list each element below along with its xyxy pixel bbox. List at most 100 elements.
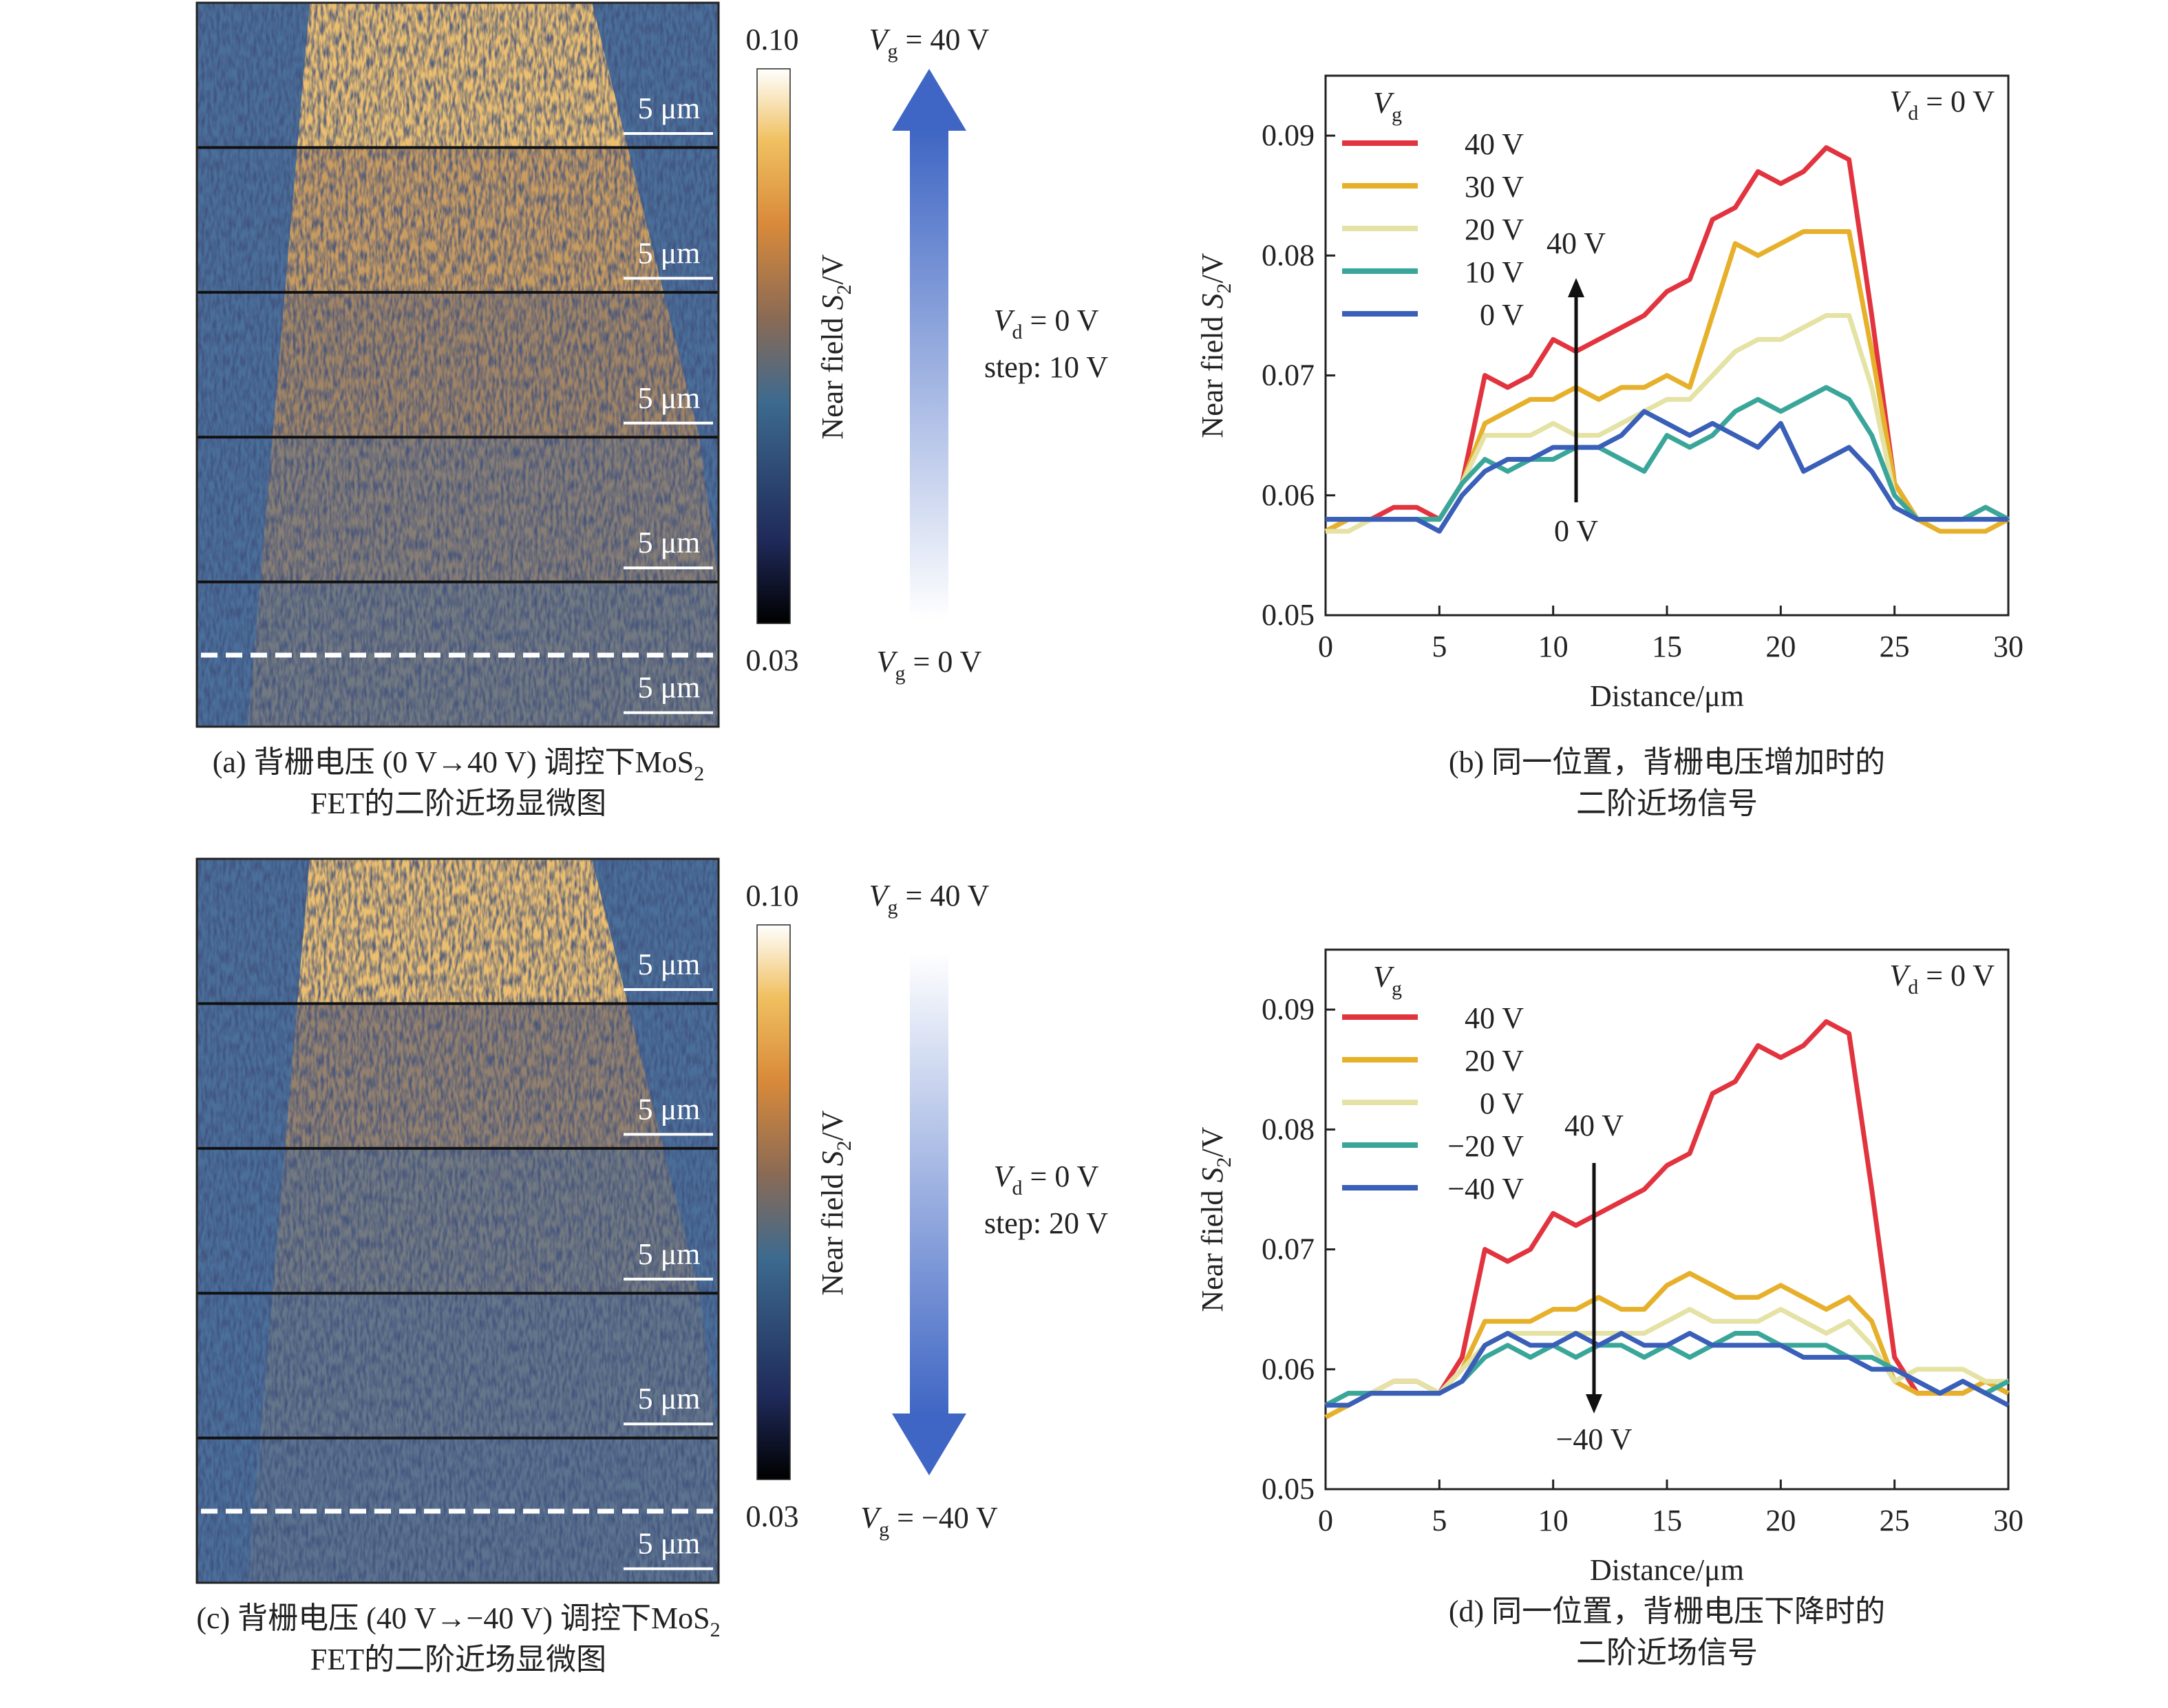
condition-label: Vd = 0 V <box>1889 959 1995 999</box>
colorbar-label-part: Near field <box>816 1166 849 1295</box>
y-tick-label: 0.05 <box>1262 598 1315 632</box>
x-tick-label: 20 <box>1765 1504 1796 1537</box>
x-tick-label: 30 <box>1993 1504 2023 1537</box>
condition-label-part: V <box>1889 85 1911 118</box>
y-tick-label: 0.07 <box>1262 359 1315 392</box>
image-noise <box>197 3 719 727</box>
annotation-arrowhead <box>1568 278 1584 297</box>
drain-voltage-label-part: = 0 V <box>1023 1160 1099 1193</box>
caption: (c) 背栅电压 (40 V→−40 V) 调控下MoS2 <box>196 1601 720 1641</box>
top-voltage-label-part: V <box>869 879 891 912</box>
legend-title-part: V <box>1373 960 1395 994</box>
drain-voltage-label-part: d <box>1012 1177 1023 1199</box>
bottom-voltage-label-part: g <box>879 1518 889 1541</box>
colorbar-tick-label: 0.10 <box>746 23 799 56</box>
legend-label: −40 V <box>1447 1172 1524 1206</box>
top-voltage-label-part: g <box>888 896 898 919</box>
condition-label-part: d <box>1908 102 1918 125</box>
y-tick-label: 0.05 <box>1262 1472 1315 1506</box>
y-tick-label: 0.07 <box>1262 1232 1315 1266</box>
image-frame <box>195 857 720 1584</box>
caption: FET的二阶近场显微图 <box>310 787 606 820</box>
y-tick-label: 0.06 <box>1262 478 1315 512</box>
arrow-head <box>892 1413 966 1475</box>
step-label: step: 10 V <box>984 350 1108 384</box>
y-axis-label-part: S <box>1195 293 1229 308</box>
scale-bar-label: 5 μm <box>638 381 701 415</box>
colorbar-label-part: 2 <box>833 1140 855 1151</box>
image-frame <box>195 1 720 728</box>
scale-bar-label: 5 μm <box>638 948 701 981</box>
caption: (d) 同一位置，背栅电压下降时的 <box>1449 1594 1885 1628</box>
step-label: step: 20 V <box>984 1206 1108 1240</box>
y-tick-label: 0.06 <box>1262 1352 1315 1386</box>
x-tick-label: 20 <box>1765 630 1796 663</box>
y-tick-label: 0.08 <box>1262 1112 1315 1146</box>
caption-part: (b) 同一位置，背栅电压增加时的 <box>1449 745 1885 779</box>
x-tick-label: 25 <box>1880 630 1910 663</box>
x-tick-label: 25 <box>1880 1504 1910 1537</box>
caption-part: (c) 背栅电压 (40 V→−40 V) 调控下MoS <box>196 1601 710 1635</box>
legend-label: 0 V <box>1480 1087 1524 1120</box>
colorbar-tick-label: 0.10 <box>746 879 799 912</box>
y-axis-label-part: /V <box>1195 253 1229 283</box>
caption-part: 2 <box>710 1619 721 1641</box>
y-axis-label: Near field S2/V <box>1195 1127 1235 1312</box>
condition-label-part: d <box>1908 976 1918 999</box>
y-tick-label: 0.08 <box>1262 238 1315 272</box>
caption: 二阶近场信号 <box>1576 1636 1758 1669</box>
plot-frame <box>1324 74 2010 617</box>
annotation-end: 40 V <box>1547 226 1606 260</box>
bottom-voltage-label-part: = −40 V <box>889 1501 998 1535</box>
legend-title-part: g <box>1392 977 1402 1000</box>
colorbar-label: Near field S2/V <box>816 1110 855 1295</box>
caption-part: (d) 同一位置，背栅电压下降时的 <box>1449 1594 1885 1628</box>
image-noise <box>197 859 719 1583</box>
y-tick-label: 0.09 <box>1262 118 1315 152</box>
x-tick-label: 15 <box>1652 1504 1682 1537</box>
drain-voltage-label: Vd = 0 V <box>994 1160 1099 1199</box>
condition-label-part: = 0 V <box>1918 85 1995 118</box>
condition-label-part: V <box>1889 959 1911 992</box>
data-line <box>1326 409 2008 534</box>
arrow-shaft <box>910 129 948 619</box>
colorbar-label-part: S <box>816 295 849 310</box>
colorbar-label-part: S <box>816 1151 849 1166</box>
caption: (a) 背栅电压 (0 V→40 V) 调控下MoS2 <box>213 745 705 785</box>
bottom-voltage-label-part: V <box>877 645 899 679</box>
caption-part: FET的二阶近场显微图 <box>310 787 606 820</box>
scale-bar-label: 5 μm <box>638 236 701 270</box>
condition-label: Vd = 0 V <box>1889 85 1995 125</box>
colorbar-label-part: Near field <box>816 310 849 439</box>
bottom-voltage-label-part: V <box>860 1501 882 1535</box>
legend-title: Vg <box>1373 86 1402 126</box>
scale-bar-label: 5 μm <box>638 1237 701 1271</box>
legend-label: −20 V <box>1447 1129 1524 1163</box>
condition-label-part: = 0 V <box>1918 959 1995 992</box>
colorbar-label: Near field S2/V <box>816 254 855 439</box>
colorbar-label-part: 2 <box>833 284 855 295</box>
legend-title-part: g <box>1392 103 1402 126</box>
x-tick-label: 0 <box>1318 630 1333 663</box>
colorbar-label-part: /V <box>816 254 849 284</box>
x-tick-label: 5 <box>1432 630 1447 663</box>
caption: 二阶近场信号 <box>1576 787 1758 820</box>
drain-voltage-label-part: V <box>994 1160 1016 1193</box>
legend-label: 10 V <box>1465 255 1524 289</box>
x-axis-label: Distance/μm <box>1590 1553 1744 1587</box>
x-tick-label: 15 <box>1652 630 1682 663</box>
top-voltage-label-part: = 40 V <box>898 23 990 56</box>
caption: FET的二阶近场显微图 <box>310 1643 606 1676</box>
annotation-start: 40 V <box>1564 1109 1624 1142</box>
scale-bar-label: 5 μm <box>638 1382 701 1416</box>
caption-part: 二阶近场信号 <box>1576 1636 1758 1669</box>
caption-part: FET的二阶近场显微图 <box>310 1643 606 1676</box>
x-tick-label: 5 <box>1432 1504 1447 1537</box>
top-voltage-label-part: = 40 V <box>898 879 990 912</box>
colorbar <box>756 924 791 1480</box>
x-axis-label: Distance/μm <box>1590 679 1744 713</box>
data-line <box>1326 385 2010 522</box>
top-voltage-label: Vg = 40 V <box>869 879 990 919</box>
annotation-arrowhead <box>1586 1394 1602 1413</box>
